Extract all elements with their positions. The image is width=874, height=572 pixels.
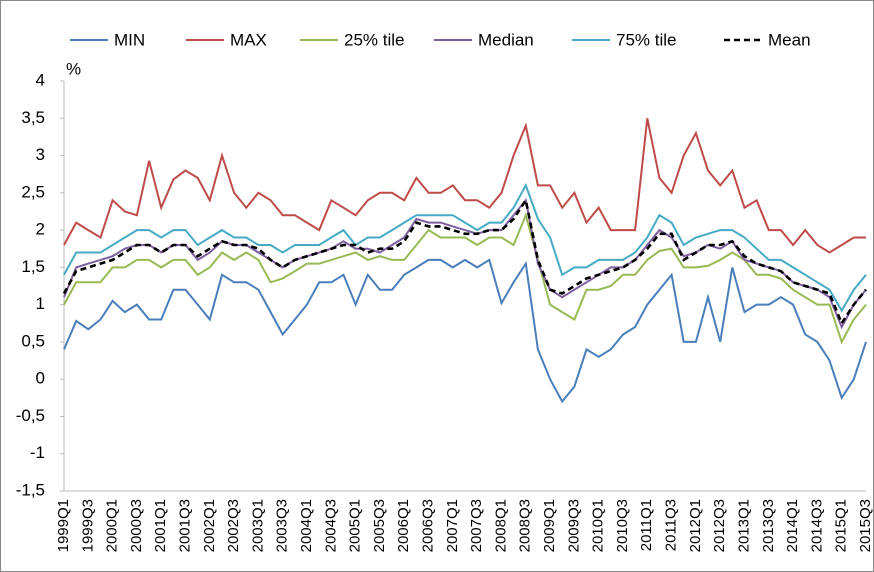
x-tick-label: 2000Q1 (104, 499, 121, 552)
x-tick-label: 2011Q3 (663, 499, 680, 551)
y-tick-label: -1,5 (16, 480, 45, 499)
x-tick-label: 2011Q1 (638, 499, 655, 551)
y-tick-label: 2,5 (21, 182, 45, 201)
legend-label: 75% tile (616, 30, 676, 49)
y-tick-label: 4 (36, 70, 45, 89)
y-tick-label: 1,5 (21, 257, 45, 276)
y-tick-label: -0,5 (16, 406, 45, 425)
x-tick-label: 2015Q1 (833, 499, 850, 552)
x-tick-label: 2014Q3 (808, 499, 825, 552)
x-tick-label: 2002Q3 (225, 499, 242, 552)
y-axis-label: % (66, 59, 81, 78)
series-line (62, 196, 868, 327)
x-tick-label: 2001Q1 (152, 499, 169, 552)
series-line (63, 118, 866, 254)
series-line (63, 212, 867, 345)
x-tick-label: 2015Q3 (857, 499, 874, 552)
legend-label: Mean (768, 30, 811, 49)
x-tick-label: 2001Q3 (176, 499, 193, 552)
x-tick-label: 2012Q3 (711, 499, 728, 552)
x-tick-label: 1999Q1 (55, 499, 72, 552)
y-tick-label: 0,5 (21, 331, 45, 350)
x-tick-label: 2005Q3 (371, 499, 388, 552)
x-tick-label: 2003Q3 (274, 499, 291, 552)
x-tick-label: 2013Q1 (735, 499, 752, 552)
x-tick-label: 2010Q1 (590, 499, 607, 552)
x-tick-label: 2009Q1 (541, 499, 558, 552)
x-tick-label: 2013Q3 (760, 499, 777, 552)
x-tick-label: 1999Q3 (79, 499, 96, 552)
x-tick-label: 2002Q1 (201, 499, 218, 552)
y-tick-label: 3,5 (21, 108, 45, 127)
x-tick-label: 2007Q1 (444, 499, 461, 552)
x-tick-label: 2014Q1 (784, 499, 801, 552)
x-tick-label: 2004Q3 (322, 499, 339, 552)
x-tick-label: 2006Q1 (395, 499, 412, 552)
legend-label: Median (478, 30, 534, 49)
series-line (63, 182, 867, 313)
x-tick-label: 2007Q3 (468, 499, 485, 552)
y-tick-label: -1 (30, 443, 45, 462)
x-tick-label: 2008Q1 (492, 499, 509, 552)
x-tick-label: 2008Q3 (517, 499, 534, 552)
x-tick-label: 2004Q1 (298, 499, 315, 552)
legend-label: MIN (114, 30, 145, 49)
legend-label: MAX (230, 30, 267, 49)
x-tick-label: 2009Q3 (565, 499, 582, 552)
x-tick-label: 2010Q3 (614, 499, 631, 552)
x-tick-label: 2000Q3 (128, 499, 145, 552)
y-tick-label: 1 (36, 294, 45, 313)
y-tick-label: 3 (36, 145, 45, 164)
x-tick-label: 2003Q1 (249, 499, 266, 552)
series-line (63, 258, 867, 404)
x-tick-label: 2006Q3 (420, 499, 437, 552)
y-tick-label: 2 (36, 220, 45, 239)
legend-label: 25% tile (344, 30, 404, 49)
x-tick-label: 2012Q1 (687, 499, 704, 552)
x-tick-label: 2005Q1 (347, 499, 364, 552)
y-tick-label: 0 (36, 369, 45, 388)
